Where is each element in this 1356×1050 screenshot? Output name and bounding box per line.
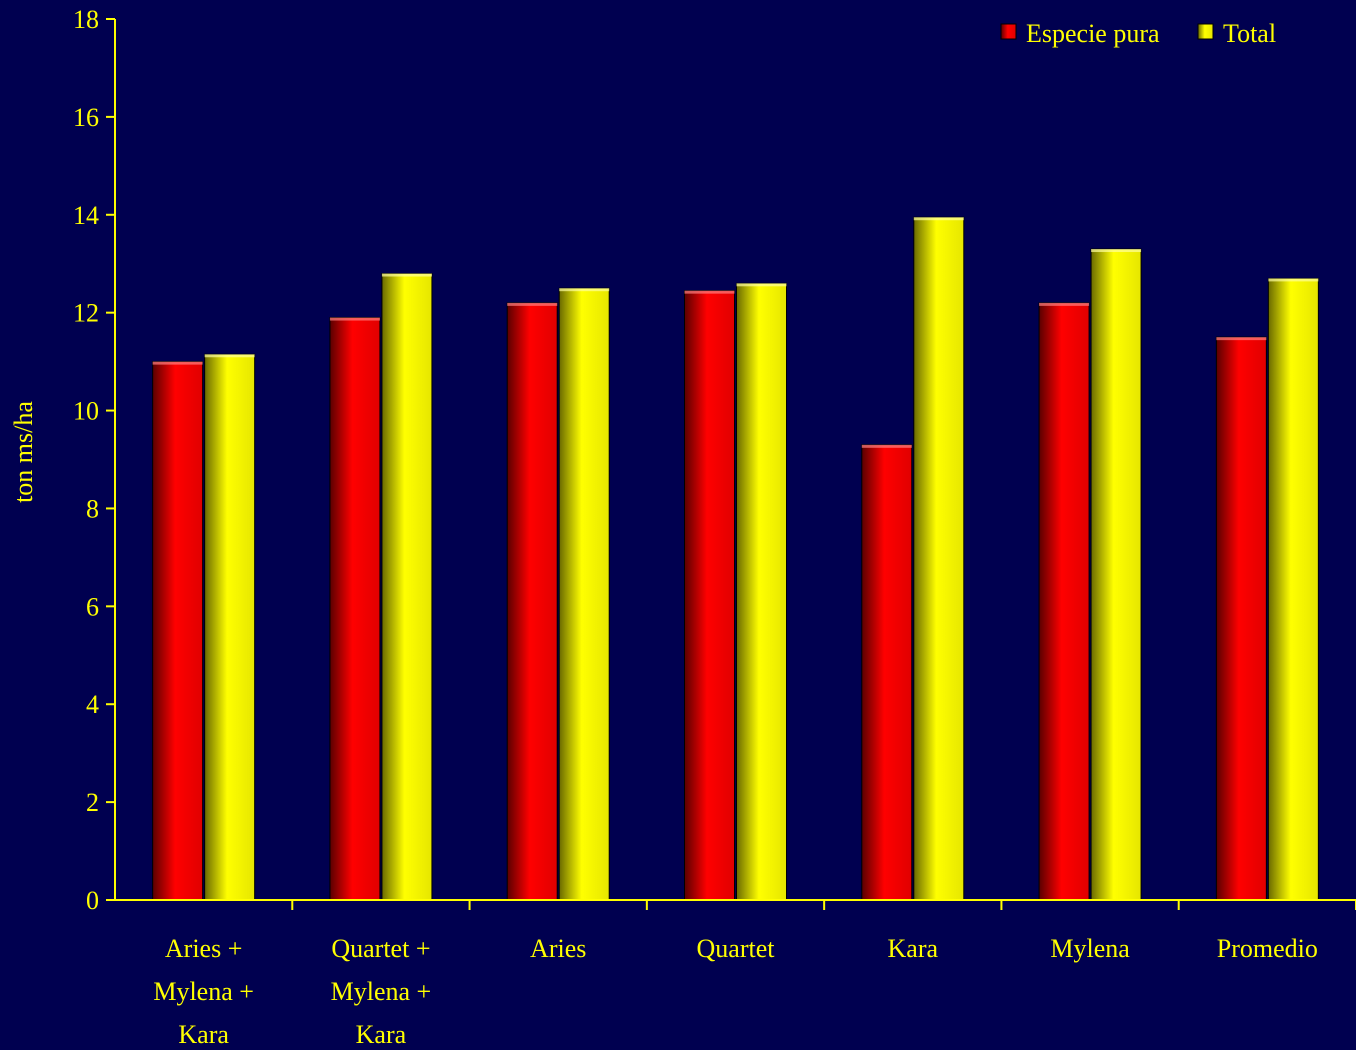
bar-cap-1-6 xyxy=(1268,278,1319,282)
bar-especie-pura-4 xyxy=(861,444,913,901)
bar-cap-1-3 xyxy=(736,283,787,287)
y-tick-label: 12 xyxy=(73,299,99,328)
legend-label-especie-pura: Especie pura xyxy=(1026,19,1160,48)
bar-total-4 xyxy=(913,216,965,901)
y-tick-label: 10 xyxy=(73,397,99,426)
y-tick-label: 16 xyxy=(73,103,99,132)
legend-swatch-especie-pura xyxy=(1000,23,1017,40)
bar-cap-0-5 xyxy=(1039,302,1090,306)
x-tick-label: Quartet + Mylena + Kara xyxy=(331,934,432,1045)
bar-total-5 xyxy=(1090,248,1142,901)
x-tick-label: Promedio xyxy=(1217,934,1318,963)
y-tick-label: 18 xyxy=(73,5,99,34)
bars xyxy=(152,216,1319,901)
legend: Especie pura Total xyxy=(1000,19,1276,48)
bar-cap-1-0 xyxy=(204,354,255,358)
bar-cap-0-4 xyxy=(861,444,912,448)
bar-especie-pura-3 xyxy=(684,290,735,901)
x-tick-label: Kara xyxy=(888,934,939,963)
bar-cap-1-1 xyxy=(381,273,432,277)
legend-label-total: Total xyxy=(1223,19,1276,48)
x-tick-label: Aries xyxy=(530,934,586,963)
bar-cap-0-6 xyxy=(1216,337,1267,341)
bar-total-6 xyxy=(1267,277,1319,901)
bar-cap-0-3 xyxy=(684,290,735,294)
x-tick-label: Mylena xyxy=(1050,934,1130,963)
y-tick-label: 8 xyxy=(86,494,99,523)
y-tick-label: 14 xyxy=(73,201,99,230)
x-tick-label: Aries + Mylena + Kara xyxy=(153,934,254,1045)
bar-total-2 xyxy=(558,287,610,901)
y-tick-label: 0 xyxy=(86,886,99,915)
bar-cap-1-5 xyxy=(1091,249,1142,253)
legend-swatch-total xyxy=(1197,23,1214,40)
y-tick-label: 2 xyxy=(86,788,99,817)
bar-cap-1-2 xyxy=(559,288,610,292)
bar-total-3 xyxy=(736,282,787,901)
bar-especie-pura-2 xyxy=(506,302,558,901)
bar-especie-pura-1 xyxy=(329,317,381,901)
bar-cap-1-4 xyxy=(913,217,964,221)
y-axis-label: ton ms/ha xyxy=(9,401,38,503)
x-tick-label: Quartet xyxy=(697,934,776,963)
bar-cap-0-2 xyxy=(507,302,558,306)
bar-cap-0-0 xyxy=(152,361,203,365)
y-tick-label: 4 xyxy=(86,690,99,719)
bar-total-0 xyxy=(204,353,256,901)
y-tick-label: 6 xyxy=(86,592,99,621)
bar-cap-0-1 xyxy=(329,317,380,321)
axes: 0 2 4 6 8 10 12 14 16 18 Aries + Mylena + Kara Quarte… xyxy=(73,5,1356,1049)
bar-especie-pura-5 xyxy=(1038,302,1090,901)
bar-especie-pura-0 xyxy=(152,361,204,901)
bar-especie-pura-6 xyxy=(1215,336,1267,901)
bar-total-1 xyxy=(381,273,433,901)
